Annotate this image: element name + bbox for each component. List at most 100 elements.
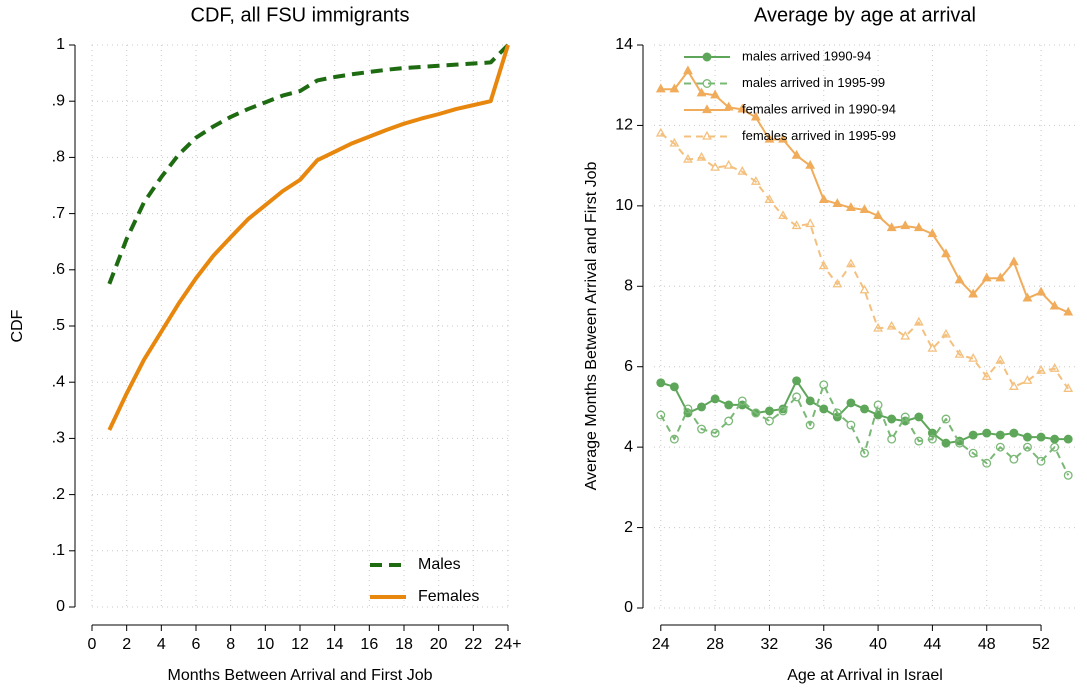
point	[846, 398, 856, 408]
y-tick-label: .2	[52, 486, 65, 503]
point	[724, 416, 734, 426]
point	[737, 165, 748, 175]
point	[981, 371, 992, 380]
x-tick-label: 10	[256, 636, 274, 653]
x-tick-label: 0	[88, 636, 97, 653]
y-tick-label: .4	[52, 373, 65, 390]
y-tick-label: 2	[624, 519, 633, 536]
y-tick-label: 8	[624, 278, 633, 295]
y-tick-label: 14	[615, 36, 633, 53]
point	[1049, 363, 1060, 372]
point	[846, 258, 856, 268]
x-tick-label: 14	[326, 636, 344, 653]
point	[941, 248, 951, 258]
point	[1036, 286, 1046, 296]
point	[750, 176, 761, 185]
legend-label: Males	[418, 556, 461, 573]
point	[927, 434, 937, 444]
point	[1036, 365, 1046, 374]
y-tick-label: .3	[52, 430, 65, 447]
point	[1023, 432, 1032, 442]
point	[819, 380, 829, 390]
point	[819, 404, 829, 414]
point	[805, 218, 816, 228]
point	[805, 159, 816, 169]
point	[669, 382, 679, 392]
point	[982, 428, 992, 438]
point	[737, 396, 747, 406]
point	[941, 438, 951, 448]
point	[887, 434, 897, 444]
y-tick-label: 12	[615, 117, 633, 134]
point	[914, 436, 924, 446]
point	[955, 438, 965, 448]
point	[1036, 432, 1046, 442]
point	[927, 428, 937, 438]
x-tick-label: 44	[924, 636, 942, 653]
legend-label: males arrived in 1995-99	[742, 75, 885, 90]
point	[995, 430, 1005, 440]
point	[1022, 292, 1033, 302]
series-line	[107, 43, 510, 285]
point	[1009, 454, 1019, 464]
point	[818, 194, 829, 203]
point	[954, 274, 965, 284]
x-tick-label: 22	[464, 636, 482, 653]
point	[1050, 434, 1060, 444]
point	[669, 137, 680, 147]
point	[764, 133, 775, 143]
x-tick-label: 52	[1032, 636, 1050, 653]
point	[805, 396, 815, 406]
x-tick-label: 32	[761, 636, 779, 653]
point	[832, 198, 843, 207]
y-tick-label: .1	[52, 542, 65, 559]
x-tick-label: 16	[360, 636, 378, 653]
point	[846, 202, 856, 211]
point	[982, 458, 992, 468]
point	[941, 414, 951, 424]
legend-marker	[702, 130, 712, 140]
point	[778, 133, 788, 143]
series-line	[659, 383, 1070, 476]
y-tick-label: 1	[56, 36, 65, 53]
point	[737, 103, 748, 113]
x-tick-label: 8	[226, 636, 235, 653]
legend-label: females arrived in 1995-99	[742, 128, 896, 143]
x-tick-label: 40	[869, 636, 887, 653]
point	[860, 404, 869, 414]
point	[968, 288, 979, 298]
point	[792, 376, 802, 386]
point	[873, 322, 883, 332]
point	[954, 348, 965, 358]
point	[886, 320, 897, 330]
legend-label: males arrived 1990-94	[742, 48, 871, 63]
point	[1022, 375, 1033, 384]
x-tick-label: 24	[652, 636, 670, 653]
point	[750, 111, 761, 121]
point	[995, 272, 1006, 282]
x-tick-label: 48	[978, 636, 996, 653]
point	[697, 402, 706, 412]
y-tick-label: .8	[52, 149, 65, 166]
point	[832, 408, 842, 418]
x-tick-label: 24+	[494, 636, 521, 653]
y-axis-label: CDF	[9, 309, 26, 342]
point	[1008, 256, 1019, 266]
point	[764, 416, 774, 426]
point	[859, 284, 870, 294]
y-tick-label: .9	[52, 92, 65, 109]
point	[981, 272, 992, 282]
point	[886, 222, 897, 232]
point	[1036, 456, 1046, 466]
point	[1063, 383, 1074, 392]
point	[968, 352, 979, 362]
point	[1009, 428, 1019, 438]
point	[669, 434, 679, 444]
x-tick-label: 28	[706, 636, 724, 653]
point	[927, 228, 938, 238]
y-tick-label: 10	[615, 197, 633, 214]
point	[832, 278, 843, 288]
series-line	[107, 44, 510, 431]
x-tick-label: 2	[122, 636, 131, 653]
